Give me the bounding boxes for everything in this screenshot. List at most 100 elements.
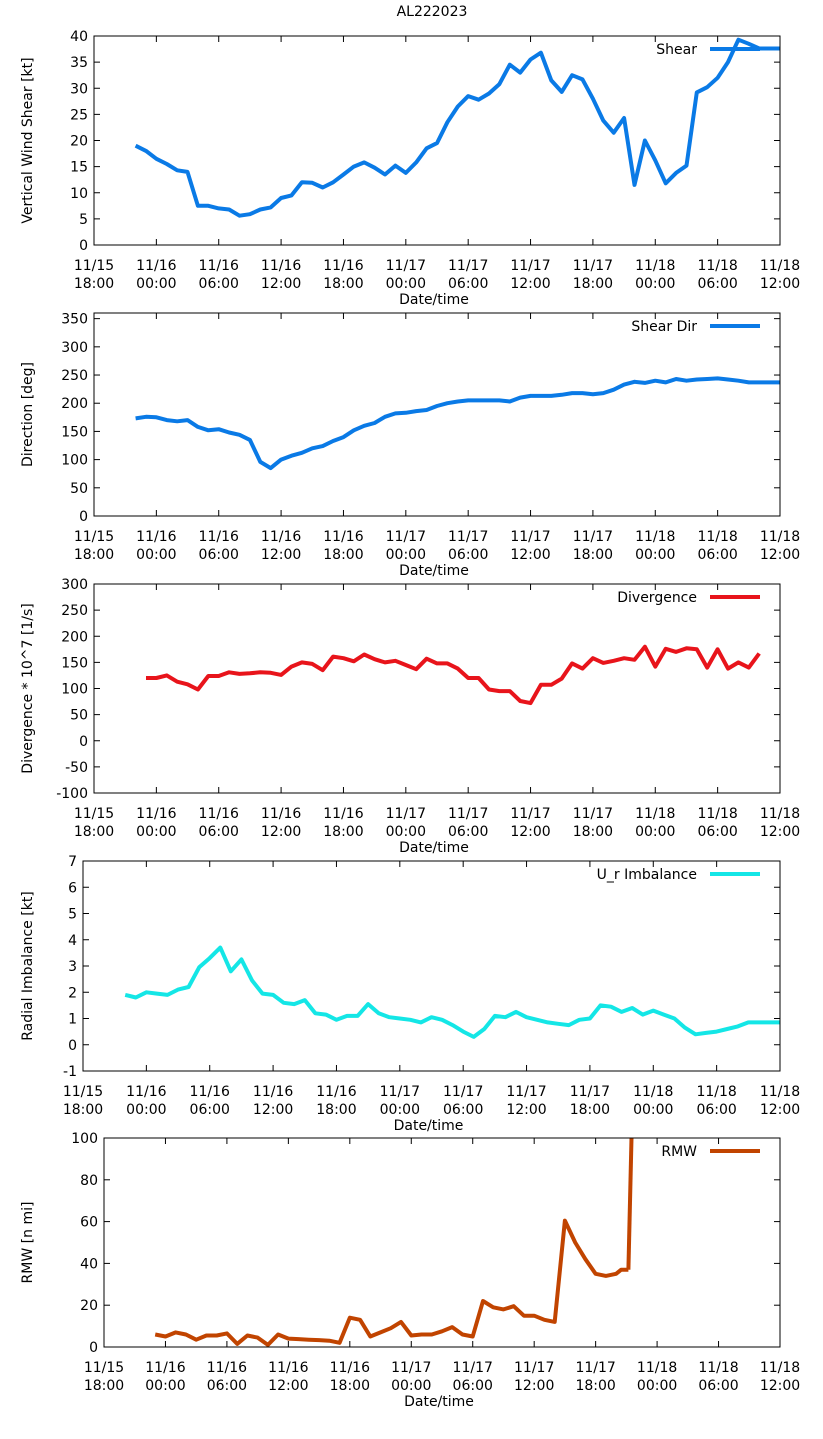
x-tick-label-time: 00:00 xyxy=(635,276,675,292)
x-tick-label-date: 11/17 xyxy=(573,806,613,822)
x-tick-label-time: 18:00 xyxy=(323,276,363,292)
x-tick-label-date: 11/16 xyxy=(145,1360,185,1376)
x-tick-label-time: 18:00 xyxy=(575,1378,615,1394)
figure-title: AL222023 xyxy=(397,4,468,20)
x-tick-label-date: 11/17 xyxy=(510,258,550,274)
y-tick-label: 0 xyxy=(89,1340,98,1356)
chart-panel-5: 0 20 40 60 80 100 11/15 18:00 11/16 00:00 11/16 06:… xyxy=(20,1131,800,1410)
x-tick-label-date: 11/17 xyxy=(380,1084,420,1100)
x-tick-label-date: 11/17 xyxy=(448,258,488,274)
x-tick-label-time: 00:00 xyxy=(635,824,675,840)
series-line-divergence xyxy=(146,644,761,706)
y-tick-label: 60 xyxy=(80,1215,98,1231)
x-tick-label-time: 06:00 xyxy=(697,824,737,840)
x-tick-label-date: 11/18 xyxy=(696,1084,736,1100)
y-tick-label: 20 xyxy=(70,134,88,150)
x-tick-label-time: 06:00 xyxy=(448,276,488,292)
x-tick-label-date: 11/16 xyxy=(316,1084,356,1100)
x-tick-label-date: 11/17 xyxy=(448,529,488,545)
x-tick-label-time: 00:00 xyxy=(136,547,176,563)
x-tick-label-date: 11/16 xyxy=(136,258,176,274)
x-tick-label-date: 11/17 xyxy=(391,1360,431,1376)
x-tick-label-date: 11/17 xyxy=(443,1084,483,1100)
y-tick-label: 300 xyxy=(61,577,88,593)
y-tick-label: 35 xyxy=(70,55,88,71)
y-tick-label: 40 xyxy=(80,1256,98,1272)
y-tick-label: 100 xyxy=(61,453,88,469)
x-tick-label-time: 00:00 xyxy=(386,547,426,563)
x-tick-label-date: 11/18 xyxy=(697,529,737,545)
y-tick-label: 100 xyxy=(61,682,88,698)
series-line-rmw xyxy=(154,1218,629,1347)
x-tick-label-time: 18:00 xyxy=(316,1102,356,1118)
x-axis-label: Date/time xyxy=(399,292,469,308)
y-tick-label: 5 xyxy=(68,907,77,923)
x-tick-label-time: 12:00 xyxy=(253,1102,293,1118)
x-tick-label-date: 11/16 xyxy=(126,1084,166,1100)
x-tick-label-time: 12:00 xyxy=(510,276,550,292)
x-tick-label-time: 06:00 xyxy=(443,1102,483,1118)
plot-frame xyxy=(103,1137,781,1348)
x-tick-label-date: 11/17 xyxy=(573,529,613,545)
x-tick-label-date: 11/18 xyxy=(760,806,800,822)
x-tick-label-date: 11/15 xyxy=(84,1360,124,1376)
x-tick-label-time: 12:00 xyxy=(760,276,800,292)
x-tick-label-time: 12:00 xyxy=(514,1378,554,1394)
y-tick-label: 2 xyxy=(68,985,77,1001)
x-tick-label-time: 18:00 xyxy=(330,1378,370,1394)
chart-panel-1: 0 5 10 15 20 25 30 35 40 11/15 18:00 11/16 00:00 11/1… xyxy=(20,29,800,308)
legend-label: RMW xyxy=(661,1144,697,1160)
x-tick-label-date: 11/16 xyxy=(261,529,301,545)
legend-label: Divergence xyxy=(617,590,697,606)
x-tick-label-time: 06:00 xyxy=(199,276,239,292)
y-tick-label: 5 xyxy=(79,212,88,228)
y-tick-label: 0 xyxy=(79,238,88,254)
x-tick-label-date: 11/16 xyxy=(136,806,176,822)
x-tick-label-date: 11/16 xyxy=(190,1084,230,1100)
x-tick-label-date: 11/16 xyxy=(330,1360,370,1376)
x-tick-label-date: 11/18 xyxy=(760,1084,800,1100)
x-tick-label-date: 11/18 xyxy=(760,1360,800,1376)
y-tick-label: -100 xyxy=(56,786,88,802)
x-tick-label-time: 12:00 xyxy=(268,1378,308,1394)
y-tick-label: 150 xyxy=(61,655,88,671)
x-tick-label-time: 12:00 xyxy=(506,1102,546,1118)
series-line-overflow xyxy=(626,1138,634,1270)
x-tick-label-time: 06:00 xyxy=(448,547,488,563)
y-tick-label: 6 xyxy=(68,880,77,896)
x-tick-label-time: 18:00 xyxy=(63,1102,103,1118)
y-tick-label: -50 xyxy=(65,760,88,776)
x-tick-label-time: 12:00 xyxy=(760,824,800,840)
x-tick-label-date: 11/18 xyxy=(635,258,675,274)
x-tick-label-time: 12:00 xyxy=(760,1378,800,1394)
x-tick-label-time: 06:00 xyxy=(448,824,488,840)
x-tick-label-date: 11/18 xyxy=(637,1360,677,1376)
x-tick-label-time: 18:00 xyxy=(323,824,363,840)
chart-panel-4: -1 0 1 2 3 4 5 6 7 11/15 18:00 11/16 00:00 11/16 06:00… xyxy=(20,854,800,1134)
y-axis-label: Vertical Wind Shear [kt] xyxy=(20,57,36,223)
x-tick-label-time: 00:00 xyxy=(386,276,426,292)
y-tick-label: 10 xyxy=(70,186,88,202)
y-tick-label: 0 xyxy=(79,734,88,750)
x-tick-label-time: 12:00 xyxy=(760,1102,800,1118)
x-tick-label-time: 18:00 xyxy=(570,1102,610,1118)
plot-frame xyxy=(93,35,781,246)
y-tick-label: 250 xyxy=(61,603,88,619)
y-axis-label: Radial Imbalance [kt] xyxy=(20,891,36,1041)
y-tick-label: 250 xyxy=(61,368,88,384)
y-tick-label: 150 xyxy=(61,424,88,440)
x-tick-label-time: 06:00 xyxy=(697,276,737,292)
y-tick-label: 1 xyxy=(68,1012,77,1028)
x-tick-label-time: 06:00 xyxy=(207,1378,247,1394)
x-tick-label-date: 11/17 xyxy=(506,1084,546,1100)
y-tick-label: 15 xyxy=(70,160,88,176)
x-tick-label-time: 00:00 xyxy=(386,824,426,840)
x-tick-label-date: 11/18 xyxy=(760,529,800,545)
x-tick-label-time: 18:00 xyxy=(323,547,363,563)
x-tick-label-date: 11/16 xyxy=(136,529,176,545)
x-tick-label-date: 11/18 xyxy=(760,258,800,274)
x-tick-label-time: 18:00 xyxy=(84,1378,124,1394)
x-tick-label-time: 12:00 xyxy=(261,824,301,840)
x-tick-label-time: 12:00 xyxy=(261,547,301,563)
